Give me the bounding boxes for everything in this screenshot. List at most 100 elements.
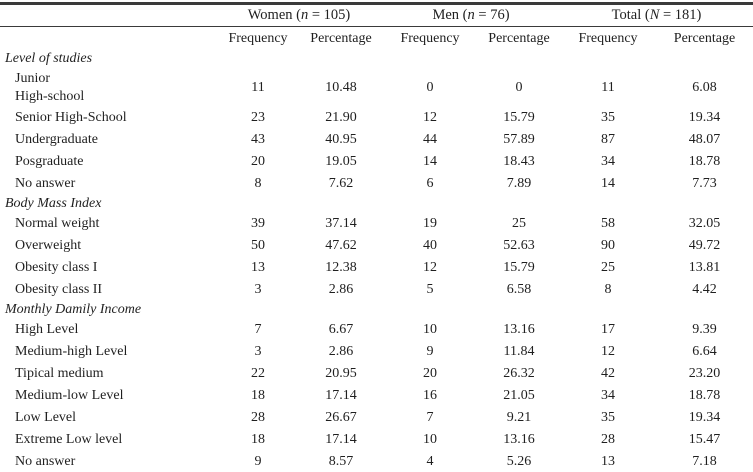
cell-value: 8 bbox=[604, 282, 612, 297]
cell-value: 7 bbox=[426, 410, 434, 425]
cell-value: 12.38 bbox=[325, 260, 357, 275]
cell-value: 6.64 bbox=[692, 344, 717, 359]
table-row: Extreme Low level 18 17.14 10 13.16 28 1… bbox=[0, 429, 753, 451]
table-row: Medium-high Level 3 2.86 9 11.84 12 6.64 bbox=[0, 341, 753, 363]
cell-value: 11 bbox=[251, 79, 265, 95]
table-row: Tipical medium 22 20.95 20 26.32 42 23.2… bbox=[0, 363, 753, 385]
cell-value: 58 bbox=[601, 216, 615, 231]
cell-value: 3 bbox=[254, 344, 262, 359]
cell-value: 7.62 bbox=[328, 176, 354, 191]
group-label-text: Men ( bbox=[432, 7, 468, 23]
col-header-men-percentage: Percentage bbox=[488, 30, 550, 46]
cell-value: 34 bbox=[601, 154, 615, 169]
cell-value: 12 bbox=[601, 344, 615, 359]
group-label-text: = 105) bbox=[308, 7, 351, 23]
cell-value: 4.42 bbox=[692, 282, 717, 297]
row-label: Tipical medium bbox=[15, 366, 104, 382]
table-row: No answer 8 7.62 6 7.89 14 7.73 bbox=[0, 173, 753, 195]
group-n-symbol: n bbox=[467, 7, 475, 23]
cell-value: 11.84 bbox=[503, 344, 535, 359]
cell-value: 13 bbox=[601, 454, 615, 469]
cell-value: 0 bbox=[426, 79, 434, 95]
group-header-total: Total (N = 181) bbox=[560, 3, 753, 27]
row-label: Low Level bbox=[15, 410, 77, 426]
cell-value: 35 bbox=[601, 110, 615, 125]
row-label: Obesity class II bbox=[15, 282, 103, 298]
cell-value: 8 bbox=[254, 176, 262, 191]
cell-value: 23 bbox=[251, 110, 265, 125]
cell-value: 15.79 bbox=[503, 110, 535, 125]
cell-value: 19.34 bbox=[688, 410, 721, 425]
table-row: No answer 9 8.57 4 5.26 13 7.18 bbox=[0, 451, 753, 472]
cell-value: 28 bbox=[601, 432, 615, 447]
cell-value: 7.89 bbox=[506, 176, 532, 191]
cell-value: 10.48 bbox=[325, 79, 357, 95]
row-label: Extreme Low level bbox=[15, 432, 123, 448]
col-header-total-frequency: Frequency bbox=[578, 30, 638, 46]
group-label-text: Women ( bbox=[247, 7, 301, 23]
group-n-symbol: N bbox=[649, 7, 660, 23]
cell-value: 20.95 bbox=[325, 366, 357, 381]
cell-value: 9.21 bbox=[506, 410, 532, 425]
table-row: Normal weight 39 37.14 19 25 58 32.05 bbox=[0, 213, 753, 235]
table-row: Low Level 28 26.67 7 9.21 35 19.34 bbox=[0, 407, 753, 429]
cell-value: 15.79 bbox=[503, 260, 535, 275]
cell-value: 5 bbox=[426, 282, 434, 297]
cell-value: 87 bbox=[601, 132, 615, 147]
cell-value: 18 bbox=[251, 388, 265, 403]
cell-value: 2.86 bbox=[328, 344, 354, 359]
cell-value: 6.08 bbox=[692, 79, 717, 95]
col-header-total-percentage: Percentage bbox=[673, 30, 736, 46]
row-label: Undergraduate bbox=[15, 132, 98, 148]
cell-value: 18.78 bbox=[688, 388, 721, 403]
cell-value: 42 bbox=[601, 366, 615, 381]
cell-value: 16 bbox=[423, 388, 437, 403]
section-title: Body Mass Index bbox=[5, 196, 102, 211]
section-title: Level of studies bbox=[5, 51, 93, 66]
col-header-women-frequency: Frequency bbox=[228, 30, 288, 46]
cell-value: 13.16 bbox=[503, 432, 535, 447]
table-row: Senior High-School 23 21.90 12 15.79 35 … bbox=[0, 107, 753, 129]
row-label: Posgraduate bbox=[15, 154, 84, 170]
group-label-text: = 181) bbox=[659, 7, 702, 23]
group-label-text: Total ( bbox=[611, 7, 650, 23]
table-row: Overweight 50 47.62 40 52.63 90 49.72 bbox=[0, 235, 753, 257]
cell-value: 13.81 bbox=[688, 260, 721, 275]
cell-value: 9 bbox=[426, 344, 434, 359]
cell-value: 20 bbox=[423, 366, 437, 381]
cell-value: 49.72 bbox=[688, 238, 721, 253]
table-row: Undergraduate 43 40.95 44 57.89 87 48.07 bbox=[0, 129, 753, 151]
cell-value: 13 bbox=[251, 260, 265, 275]
cell-value: 3 bbox=[254, 282, 262, 297]
col-header-men-frequency: Frequency bbox=[400, 30, 460, 46]
cell-value: 21.05 bbox=[503, 388, 535, 403]
cell-value: 12 bbox=[423, 260, 437, 275]
cell-value: 90 bbox=[601, 238, 615, 253]
col-header-women-percentage: Percentage bbox=[310, 30, 372, 46]
cell-value: 14 bbox=[601, 176, 615, 191]
cell-value: 44 bbox=[423, 132, 437, 147]
cell-value: 23.20 bbox=[688, 366, 721, 381]
section-title-body-mass-index: Body Mass Index bbox=[0, 195, 753, 213]
row-label: High Level bbox=[15, 322, 79, 338]
row-label: Junior High-school bbox=[15, 71, 85, 104]
table-row: Obesity class I 13 12.38 12 15.79 25 13.… bbox=[0, 257, 753, 279]
section-title: Monthly Damily Income bbox=[5, 302, 142, 317]
cell-value: 14 bbox=[423, 154, 437, 169]
cell-value: 21.90 bbox=[325, 110, 357, 125]
cell-value: 22 bbox=[251, 366, 265, 381]
cell-value: 2.86 bbox=[328, 282, 354, 297]
table-row: High Level 7 6.67 10 13.16 17 9.39 bbox=[0, 319, 753, 341]
cell-value: 10 bbox=[423, 322, 437, 337]
cell-value: 40 bbox=[423, 238, 437, 253]
section-title-monthly-damily-income: Monthly Damily Income bbox=[0, 301, 753, 319]
cell-value: 9.39 bbox=[692, 322, 717, 337]
cell-value: 7.18 bbox=[692, 454, 717, 469]
cell-value: 4 bbox=[426, 454, 434, 469]
corner-cell bbox=[0, 27, 216, 51]
cell-value: 26.67 bbox=[325, 410, 357, 425]
cell-value: 6 bbox=[426, 176, 434, 191]
cell-value: 20 bbox=[251, 154, 265, 169]
